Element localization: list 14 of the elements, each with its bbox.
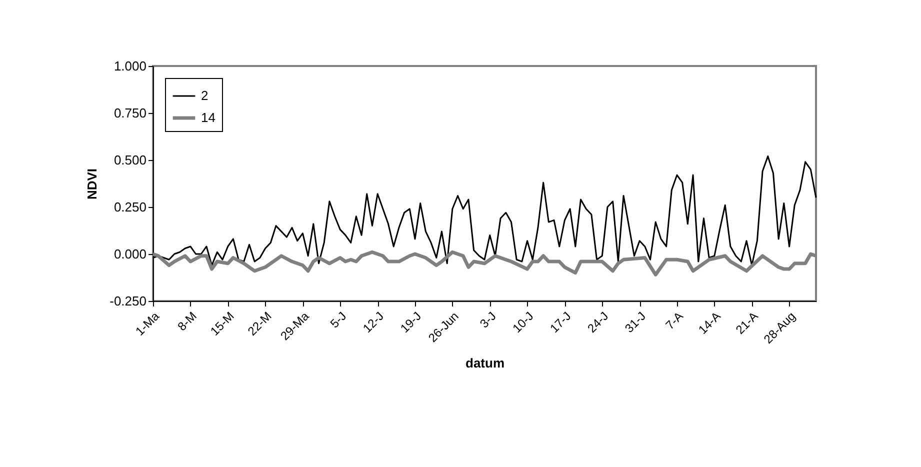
y-axis-title: NDVI [84,168,100,200]
y-tick-label: 0.750 [114,106,146,120]
legend-label: 14 [201,110,216,125]
y-tick-label: 0.000 [114,246,146,262]
y-tick-label: 1.000 [114,58,146,74]
x-tick-label: 3-J [477,309,499,331]
y-tick-label: -0.250 [110,294,146,308]
y-tick-label: 0.500 [114,152,146,168]
x-tick-label: 8-M [174,309,200,334]
x-tick-label: 7-A [662,309,686,332]
x-axis-title: datum [466,356,504,371]
legend-label: 2 [201,88,208,103]
y-tick-label: 0.250 [114,200,146,214]
x-tick-label: 5-J [327,309,350,331]
